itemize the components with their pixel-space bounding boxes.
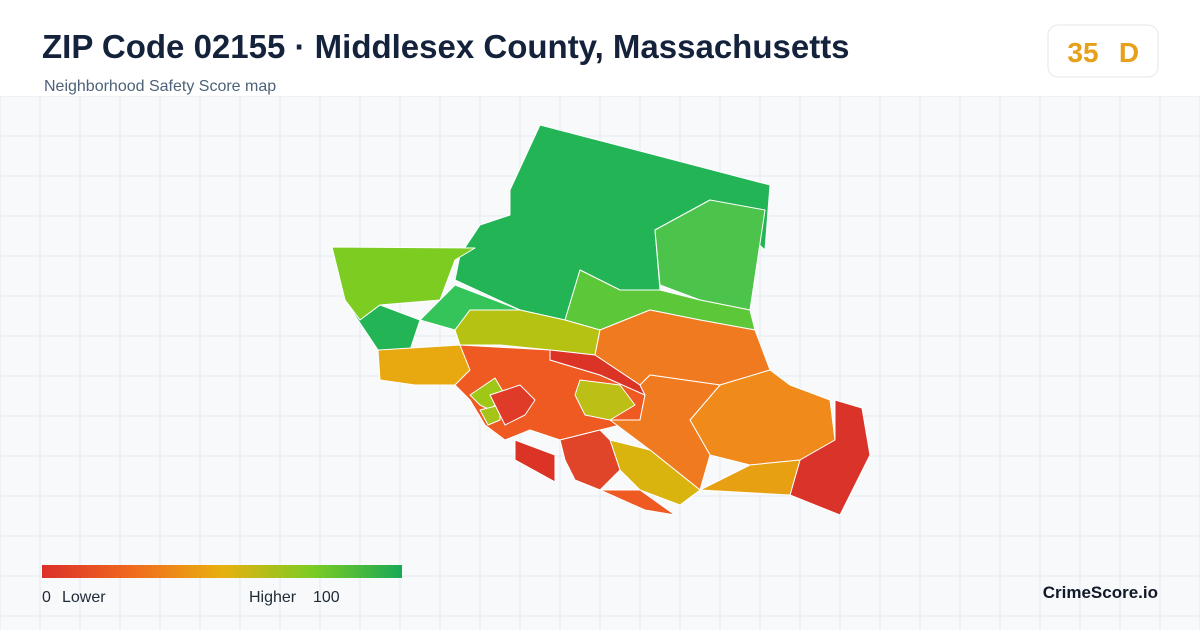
header-band bbox=[0, 0, 1200, 96]
legend-low-label: Lower bbox=[62, 589, 106, 606]
region bbox=[344, 299, 421, 351]
score-grade: D bbox=[1119, 37, 1139, 68]
region bbox=[599, 489, 676, 516]
region bbox=[559, 429, 621, 491]
legend-gradient bbox=[42, 565, 402, 578]
legend-min: 0 bbox=[42, 589, 51, 606]
zip-map bbox=[331, 124, 871, 516]
region bbox=[489, 384, 536, 426]
score-badge bbox=[1047, 24, 1159, 78]
region bbox=[609, 439, 701, 506]
score-value: 35 bbox=[1067, 37, 1098, 68]
legend-max: 100 bbox=[313, 589, 340, 606]
region bbox=[377, 344, 471, 386]
title: ZIP Code 02155 · Middlesex County, Massa… bbox=[42, 28, 850, 65]
legend-high-label: Higher bbox=[249, 589, 297, 606]
region bbox=[479, 404, 501, 426]
region bbox=[514, 439, 556, 483]
brand: CrimeScore.io bbox=[1043, 583, 1158, 602]
subtitle: Neighborhood Safety Score map bbox=[44, 78, 276, 95]
region bbox=[789, 399, 871, 516]
